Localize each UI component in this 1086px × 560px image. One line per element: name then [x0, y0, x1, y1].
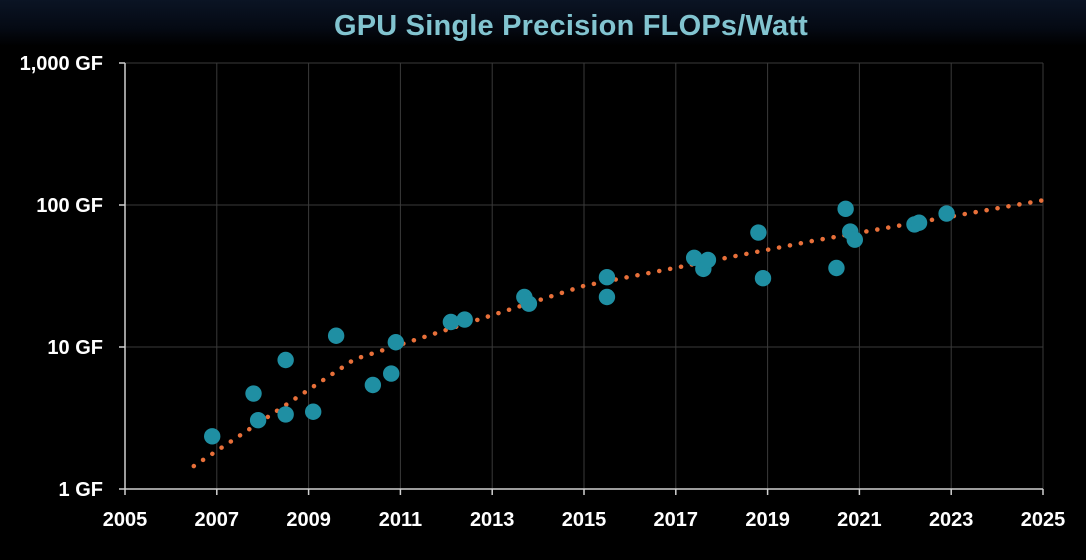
data-point	[277, 406, 294, 423]
x-tick-label: 2011	[379, 509, 422, 531]
data-point	[837, 200, 854, 218]
data-point	[249, 412, 267, 429]
data-point	[598, 269, 616, 286]
x-tick-label: 2009	[286, 509, 331, 531]
data-point	[442, 313, 460, 331]
trend-line	[191, 198, 1046, 469]
data-point	[383, 365, 400, 382]
data-point	[327, 327, 345, 344]
x-tick-label: 2005	[103, 509, 148, 531]
x-tick-label: 2017	[654, 509, 699, 531]
data-point	[364, 376, 382, 394]
data-point	[520, 295, 538, 312]
data-point	[910, 214, 928, 231]
data-point	[685, 249, 703, 266]
data-point	[699, 251, 717, 269]
axes	[119, 62, 1044, 495]
data-point	[750, 224, 767, 241]
y-tick-label: 1 GF	[59, 479, 103, 501]
data-point	[456, 311, 473, 328]
x-tick-label: 2013	[470, 509, 515, 531]
y-tick-label: 10 GF	[47, 337, 103, 359]
data-point	[387, 334, 405, 351]
trend-dotted-line	[191, 198, 1046, 469]
y-tick-label: 100 GF	[36, 195, 103, 217]
data-point	[245, 385, 262, 402]
x-tick-label: 2023	[929, 509, 974, 531]
y-tick-label: 1,000 GF	[20, 53, 103, 75]
grid	[125, 62, 1044, 489]
x-tick-label: 2021	[837, 509, 882, 531]
title-band	[0, 0, 1086, 46]
data-point	[304, 403, 322, 420]
data-point	[204, 428, 221, 445]
x-tick-label: 2015	[562, 509, 607, 531]
x-tick-label: 2019	[745, 509, 790, 531]
data-point	[277, 351, 294, 369]
data-point	[938, 205, 955, 222]
data-point	[828, 259, 845, 277]
chart-title: GPU Single Precision FLOPs/Watt	[333, 10, 809, 42]
data-points	[204, 200, 955, 445]
x-tick-label: 2025	[1021, 509, 1066, 531]
data-point	[754, 270, 772, 287]
data-point	[598, 288, 616, 306]
x-tick-label: 2007	[195, 509, 240, 531]
tick-labels: 1 GF 10 GF 100 GF 1,000 GF 2005 2007 2009 2011 2…	[20, 53, 1066, 531]
data-point	[846, 231, 864, 248]
